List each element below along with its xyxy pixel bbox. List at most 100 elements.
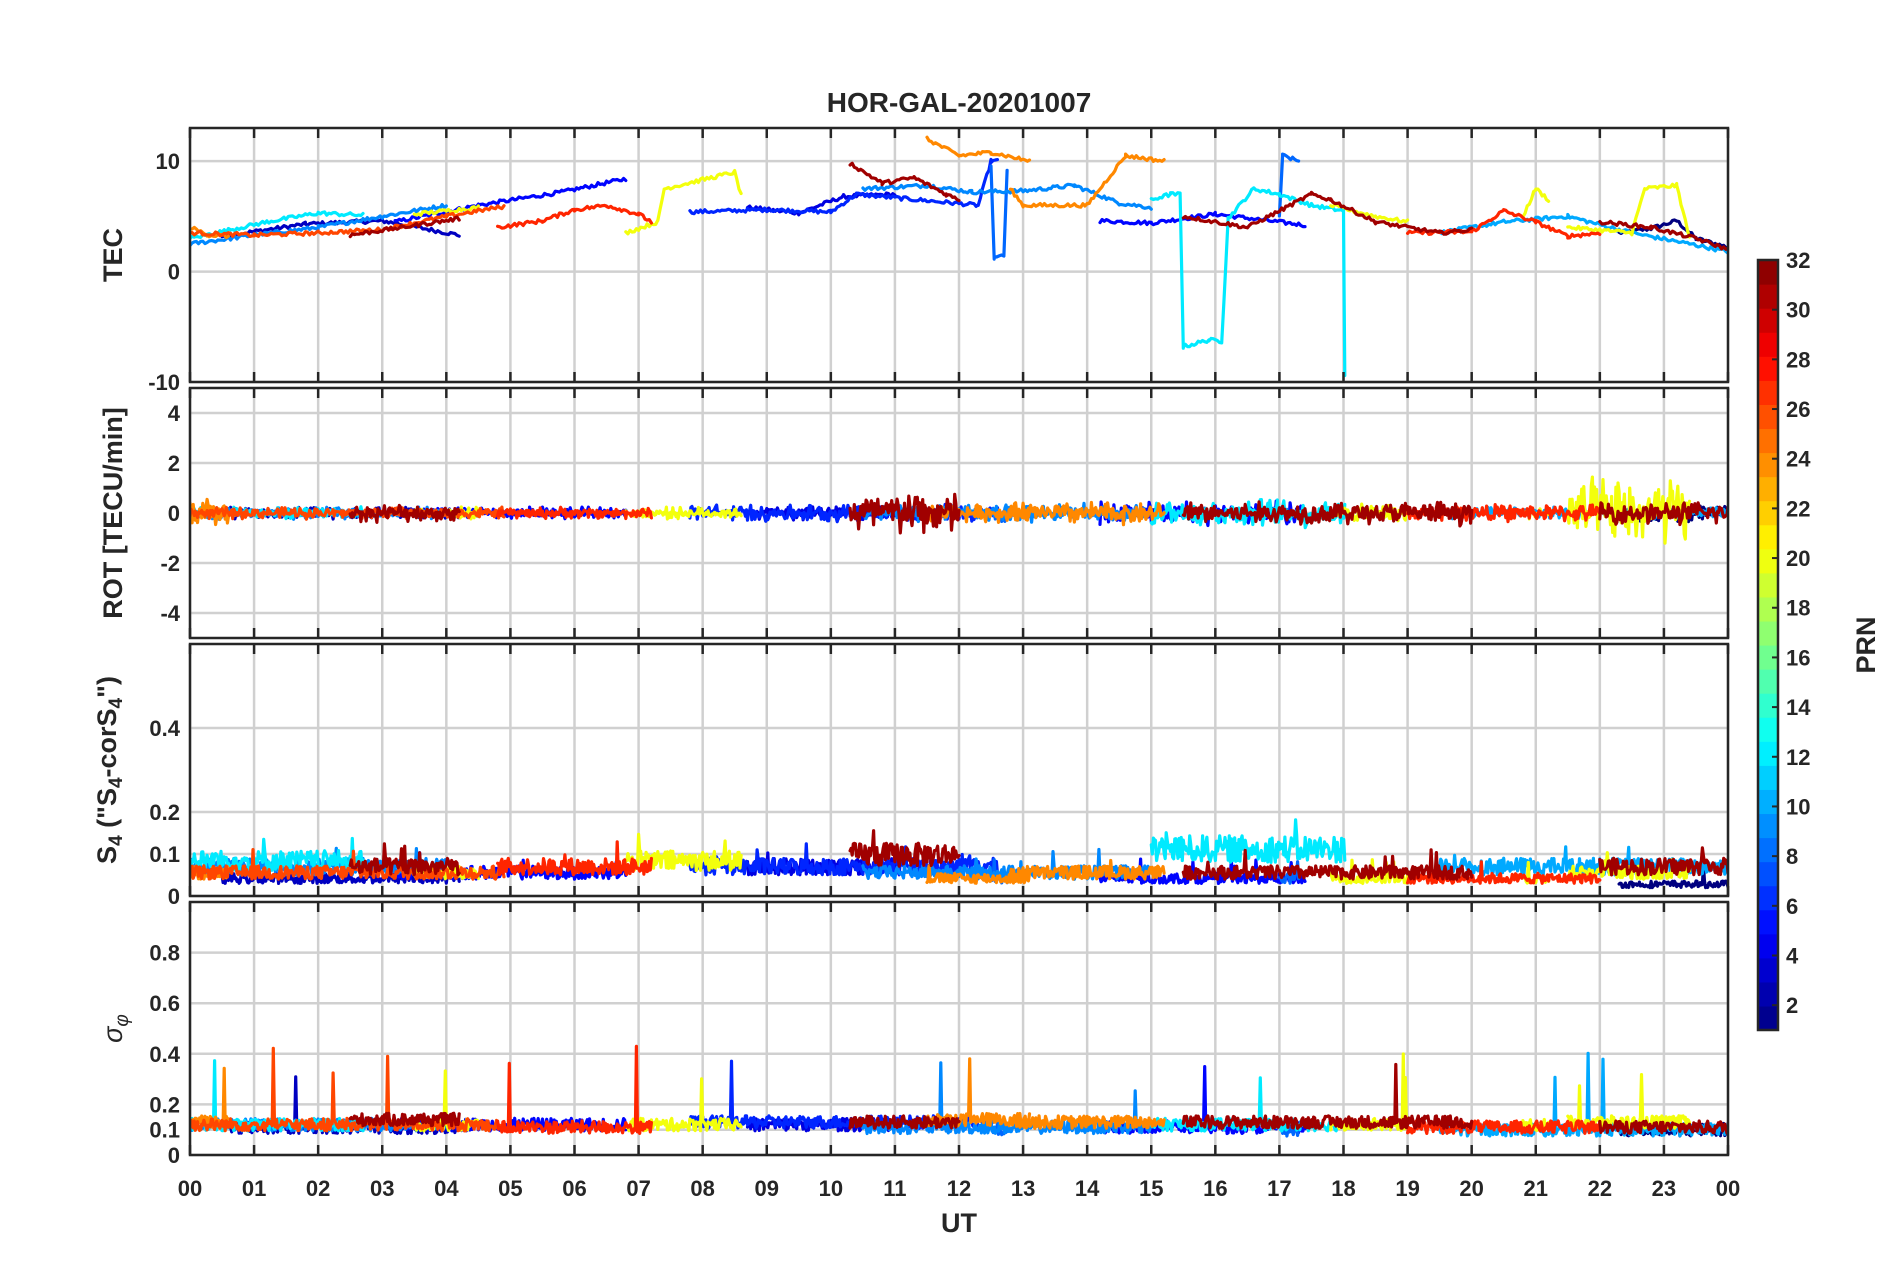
x-tick-label: 10 (819, 1176, 843, 1201)
colorbar-swatch (1758, 981, 1778, 1007)
y-tick-label: 0.8 (149, 941, 180, 966)
colorbar-tick-label: 28 (1786, 347, 1810, 372)
colorbar-label: PRN (1851, 616, 1881, 673)
y-tick-label: 0.2 (149, 1092, 180, 1117)
y-tick-label: -2 (160, 551, 180, 576)
traces-s4 (190, 818, 1728, 890)
colorbar-frame (1756, 258, 1780, 1032)
colorbar-swatch (1758, 813, 1778, 839)
x-tick-label: 22 (1588, 1176, 1612, 1201)
trace-prn-31-rot (1598, 501, 1728, 527)
colorbar-swatch (1758, 548, 1778, 574)
trace-prn-31-s4 (848, 829, 961, 868)
colorbar-swatch (1758, 693, 1778, 718)
colorbar-tick-label: 4 (1786, 943, 1799, 968)
x-tick-label: 16 (1203, 1176, 1227, 1201)
trace-prn-27-tec (1406, 208, 1602, 240)
colorbar-swatch (1758, 260, 1778, 285)
trace-prn-20-sigma (1566, 1073, 1692, 1130)
colorbar-swatch (1758, 332, 1778, 357)
trace-prn-31-sigma (348, 1111, 461, 1128)
trace-prn-31-tec (1598, 219, 1728, 251)
y-tick-label: 4 (168, 401, 181, 426)
y-axis-label-rot: ROT [TECU/min] (98, 407, 128, 618)
colorbar-swatch (1758, 356, 1778, 381)
y-axis-label-s4: S4 ("S4-corS4") (92, 676, 127, 864)
colorbar-swatch (1758, 861, 1778, 887)
trace-prn-26-s4 (190, 848, 506, 881)
x-tick-label: 20 (1459, 1176, 1483, 1201)
y-tick-label: 2 (168, 451, 180, 476)
colorbar-swatch (1758, 669, 1778, 694)
trace-prn-9-tec (861, 182, 1153, 211)
trace-prn-20-s4 (1566, 851, 1692, 881)
x-tick-label: 04 (434, 1176, 459, 1201)
colorbar-swatch (1758, 500, 1778, 526)
y-tick-label: 0.4 (149, 1042, 180, 1067)
colorbar-swatch (1758, 885, 1778, 911)
y-tick-label: 0.1 (149, 842, 180, 867)
colorbar-tick-label: 20 (1786, 546, 1810, 571)
colorbar-swatch (1758, 404, 1778, 430)
x-tick-label: 01 (242, 1176, 266, 1201)
y-tick-label: 0 (168, 1143, 180, 1168)
chart-title: HOR-GAL-20201007 (827, 87, 1092, 118)
colorbar-tick-label: 22 (1786, 496, 1810, 521)
trace-prn-24-sigma (1008, 1114, 1166, 1130)
trace-prn-26-tec (190, 204, 506, 238)
trace-prn-31-rot (848, 492, 961, 535)
colorbar-tick-label: 26 (1786, 397, 1810, 422)
trace-prn-27-tec (496, 203, 653, 230)
colorbar-tick-label: 12 (1786, 745, 1810, 770)
colorbar-swatch (1758, 717, 1778, 742)
x-tick-label: 18 (1331, 1176, 1355, 1201)
trace-prn-31-tec (348, 215, 461, 239)
traces-sigma (190, 1044, 1728, 1138)
trace-prn-27-sigma (496, 1044, 653, 1135)
trace-prn-10-tec (1438, 212, 1728, 255)
colorbar-tick-label: 14 (1786, 695, 1811, 720)
trace-prn-20-tec (1566, 181, 1692, 239)
x-tick-label: 00 (178, 1176, 202, 1201)
trace-prn-27-s4 (496, 840, 653, 877)
trace-prn-20-tec (1521, 187, 1551, 219)
y-axis-label-sigma: σφ (98, 1014, 133, 1043)
colorbar-swatch (1758, 620, 1778, 646)
colorbar-swatch (1758, 452, 1778, 478)
colorbar-swatch (1758, 765, 1778, 790)
y-tick-label: 0.4 (149, 716, 180, 741)
colorbar-tick-label: 8 (1786, 844, 1798, 869)
colorbar-swatch (1758, 428, 1778, 454)
colorbar-swatch (1758, 1005, 1778, 1031)
y-tick-label: 0 (168, 501, 180, 526)
trace-prn-24-sigma (190, 1066, 230, 1129)
colorbar-swatch (1758, 909, 1778, 935)
colorbar-swatch (1758, 933, 1778, 959)
colorbar-tick-label: 18 (1786, 596, 1810, 621)
y-tick-label: 0 (168, 260, 180, 285)
trace-prn-20-tec (624, 168, 743, 236)
x-tick-label: 17 (1267, 1176, 1291, 1201)
x-tick-label: 21 (1524, 1176, 1548, 1201)
colorbar-swatch (1758, 308, 1778, 333)
trace-prn-31-s4 (1181, 848, 1474, 881)
colorbar-swatch (1758, 789, 1778, 815)
panel-tec: 10 0 -10 TEC (98, 126, 1730, 395)
trace-prn-27-sigma (1406, 1119, 1602, 1135)
trace-prn-31-rot (348, 503, 461, 524)
trace-prn-24-tec (925, 135, 1032, 163)
x-tick-label: 03 (370, 1176, 394, 1201)
x-tick-label: 13 (1011, 1176, 1035, 1201)
x-tick-label: 08 (690, 1176, 714, 1201)
x-tick-label: 06 (562, 1176, 586, 1201)
colorbar-tick-label: 32 (1786, 248, 1810, 273)
y-axis-label-tec: TEC (98, 228, 128, 282)
x-tick-label: 11 (883, 1176, 906, 1201)
colorbar-swatch (1758, 741, 1778, 766)
y-tick-label: 0.2 (149, 800, 180, 825)
x-tick-label: 14 (1075, 1176, 1100, 1201)
